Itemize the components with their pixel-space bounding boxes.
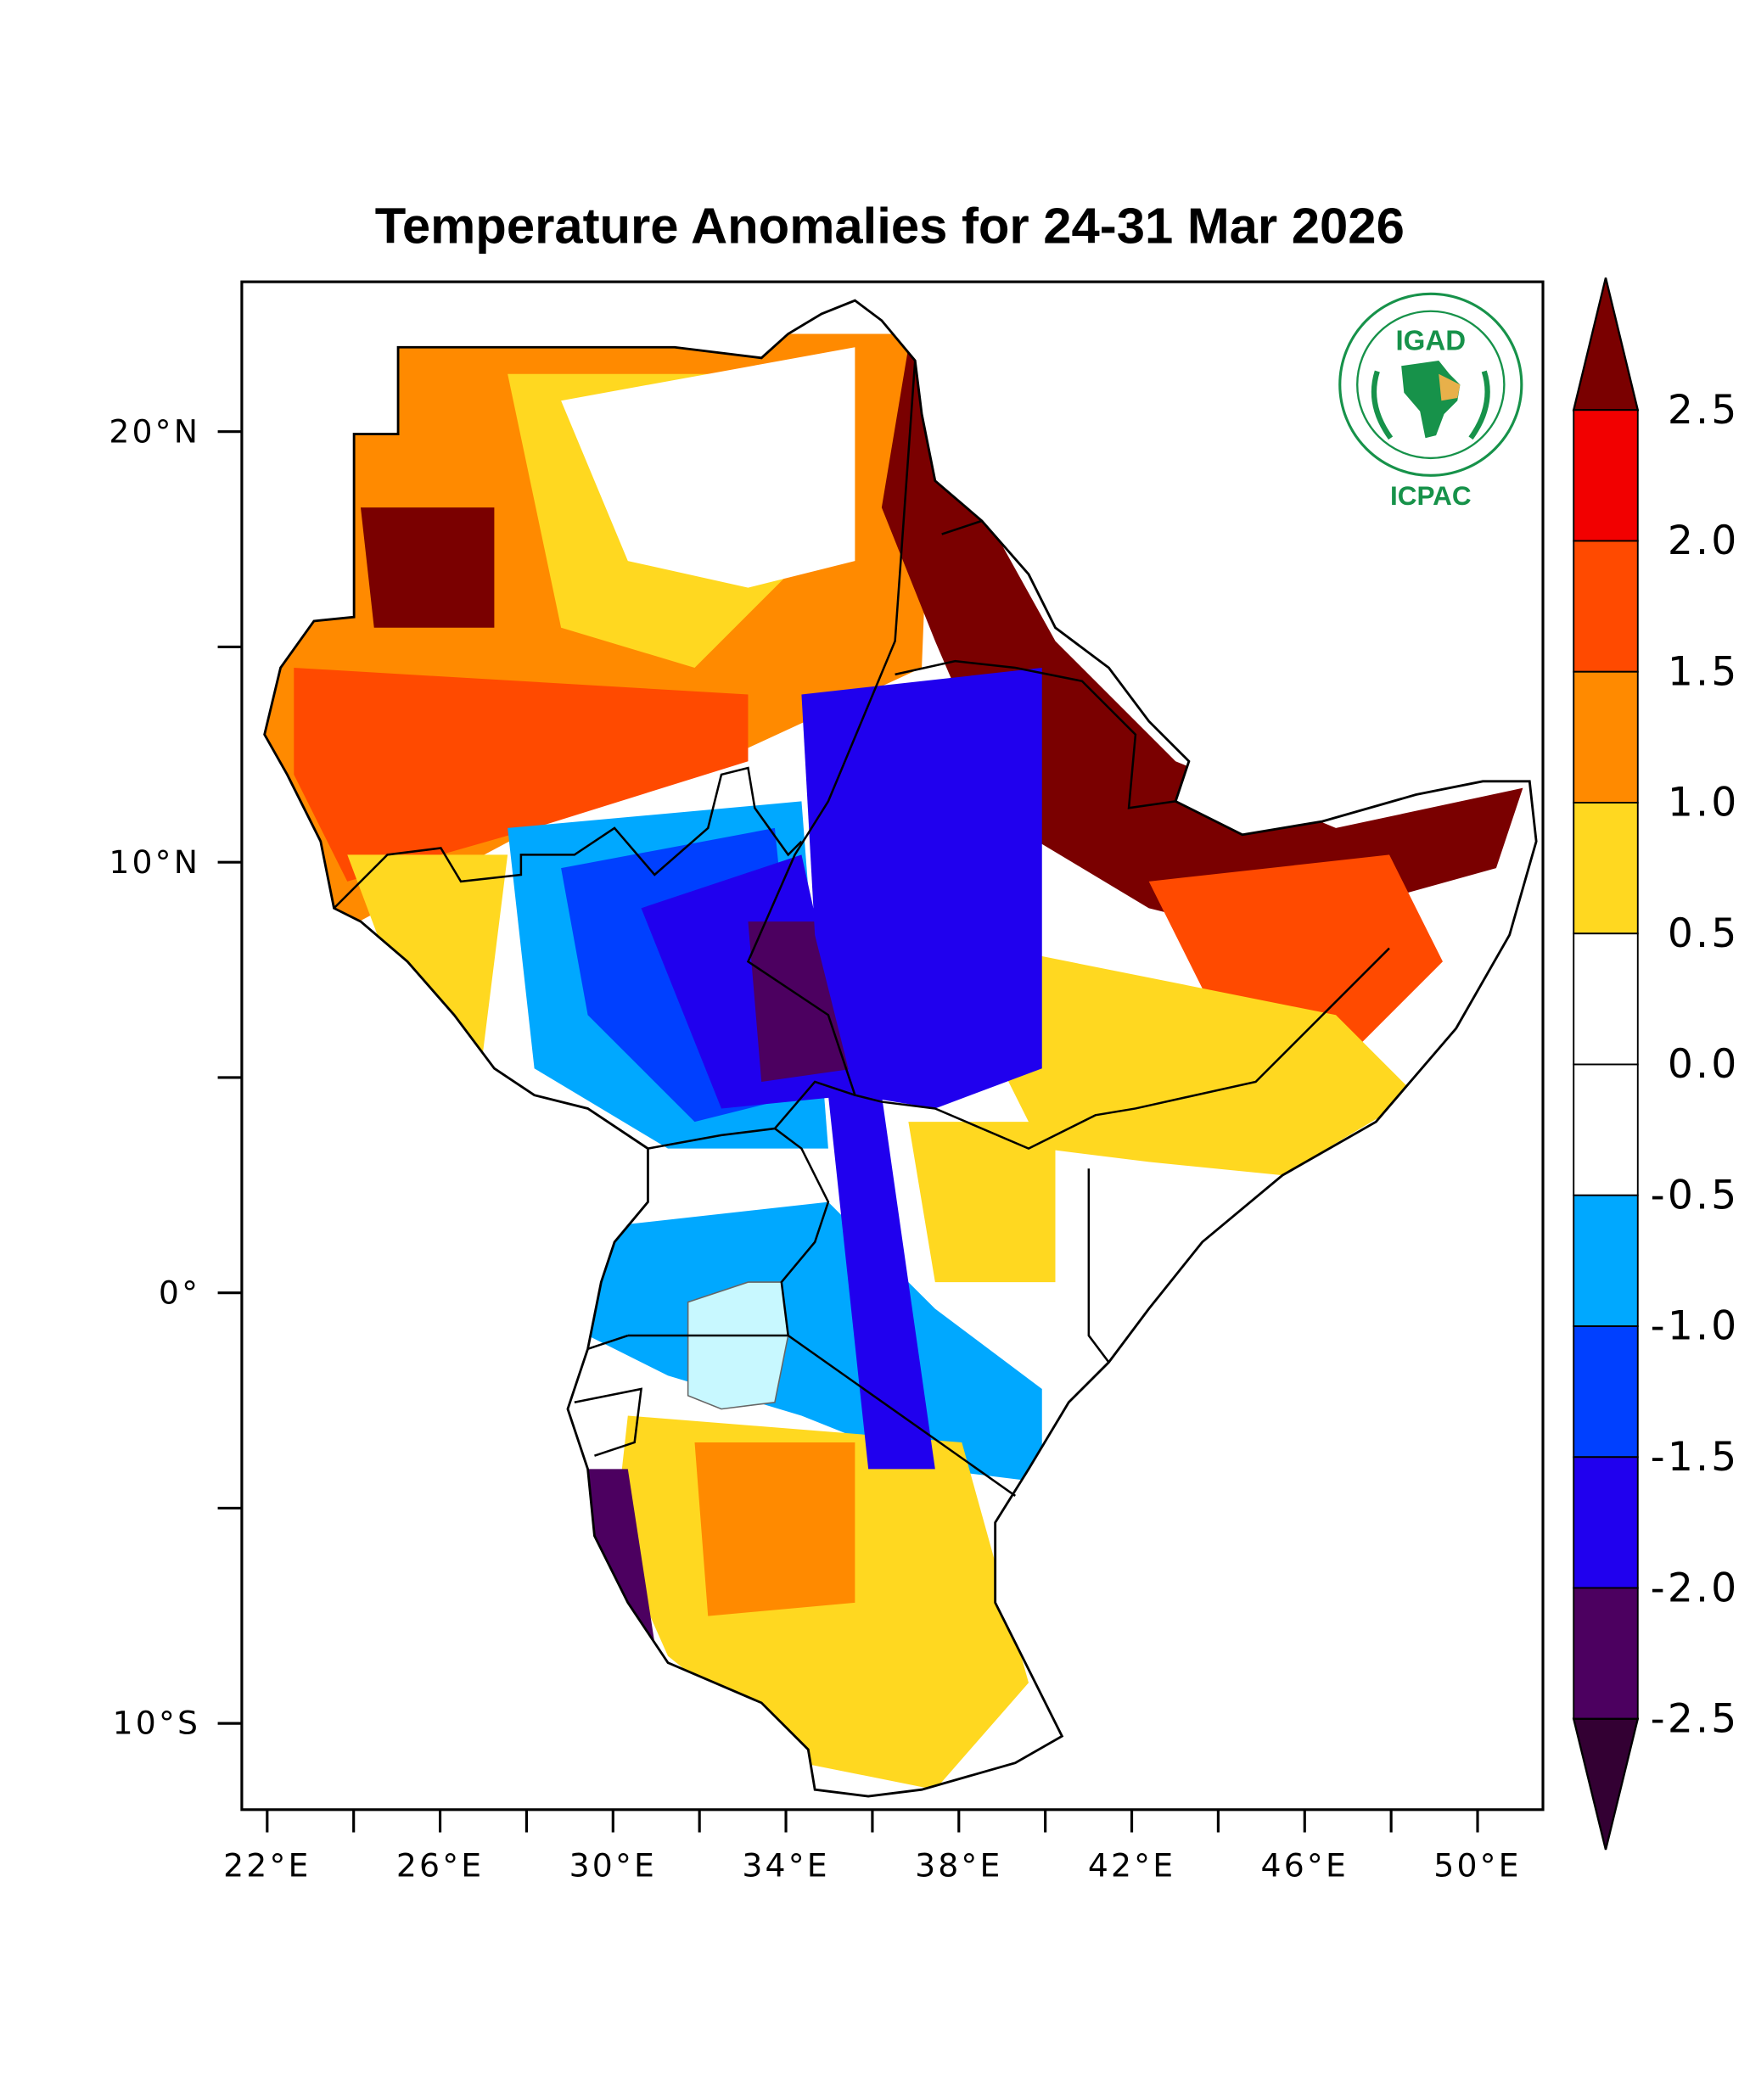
border-line xyxy=(746,360,1390,1151)
colorbar-bin xyxy=(1573,1587,1639,1720)
colorbar-label: 0.0 xyxy=(1668,1041,1740,1088)
y-tick-label: 0° xyxy=(159,1274,200,1311)
colorbar-label: 2.5 xyxy=(1668,387,1740,434)
colorbar-label: -1.5 xyxy=(1651,1434,1740,1481)
country-borders xyxy=(333,360,1390,1497)
colorbar-over-arrow xyxy=(1572,277,1640,412)
x-tick-label: 30°E xyxy=(569,1847,657,1884)
colorbar: 2.5 2.0 1.5 1.0 0.5 0.0 -0.5 -1.0 -1.5 -2.0 -2.5 xyxy=(1572,277,1740,1851)
x-tick-label: 26°E xyxy=(396,1847,484,1884)
logo-name: IGAD xyxy=(1395,325,1466,356)
colorbar-label: 1.5 xyxy=(1668,648,1740,695)
anomaly-patch xyxy=(347,854,508,1069)
x-tick-label: 46°E xyxy=(1261,1847,1349,1884)
y-axis: 20°N 10°N 0° 10°S xyxy=(109,412,242,1742)
anomaly-patch xyxy=(561,347,855,588)
colorbar-bin xyxy=(1573,1325,1639,1459)
colorbar-bin xyxy=(1573,1063,1639,1196)
colorbar-label: -2.0 xyxy=(1651,1565,1740,1611)
border-line xyxy=(574,1334,643,1457)
colorbar-label: 2.0 xyxy=(1668,518,1740,564)
colorbar-bin xyxy=(1573,932,1639,1066)
y-tick-label: 10°N xyxy=(109,843,200,881)
anomaly-patch xyxy=(694,1442,855,1616)
colorbar-under-arrow xyxy=(1572,1717,1640,1851)
anomaly-patch xyxy=(587,1201,1042,1483)
colorbar-bin xyxy=(1573,802,1639,935)
x-tick-label: 50°E xyxy=(1433,1847,1521,1884)
y-tick-label: 20°N xyxy=(109,412,200,450)
colorbar-label: -1.0 xyxy=(1651,1303,1740,1350)
anomaly-patch xyxy=(908,1122,1056,1283)
border-line xyxy=(774,1128,830,1336)
colorbar-label: -2.5 xyxy=(1651,1696,1740,1743)
chart-title: Temperature Anomalies for 24-31 Mar 2026 xyxy=(375,197,1405,254)
anomaly-field xyxy=(264,333,1523,1790)
anomaly-patch xyxy=(360,507,495,628)
anomaly-patch xyxy=(934,934,1416,1176)
anomaly-patch xyxy=(881,347,1523,935)
x-tick-label: 42°E xyxy=(1088,1847,1175,1884)
colorbar-bin xyxy=(1573,1456,1639,1589)
y-tick-label: 10°S xyxy=(113,1705,201,1742)
x-axis: 22°E 26°E 30°E 34°E 38°E 42°E 46°E 50°E xyxy=(223,1809,1521,1884)
colorbar-label: 0.5 xyxy=(1668,910,1740,957)
anomaly-patch xyxy=(294,668,749,882)
logo-caption: ICPAC xyxy=(1390,481,1472,511)
border-line xyxy=(895,659,1176,809)
x-tick-label: 38°E xyxy=(915,1847,1002,1884)
igad-logo: IGAD ICPAC xyxy=(1338,292,1523,511)
colorbar-label: 1.0 xyxy=(1668,780,1740,826)
colorbar-bin xyxy=(1573,1194,1639,1327)
map-area xyxy=(263,299,1538,1798)
border-line xyxy=(333,766,803,910)
colorbar-bin xyxy=(1573,540,1639,673)
colorbar-label: -0.5 xyxy=(1651,1172,1740,1218)
x-tick-label: 34°E xyxy=(742,1847,829,1884)
colorbar-bin xyxy=(1573,670,1639,804)
x-tick-label: 22°E xyxy=(223,1847,311,1884)
anomaly-patch xyxy=(801,668,1042,1109)
plot-frame xyxy=(240,280,1545,1812)
anomaly-patch xyxy=(827,1095,935,1470)
lake-victoria xyxy=(687,1281,789,1410)
border-line xyxy=(1087,1168,1110,1364)
region-outline xyxy=(263,299,1538,1798)
border-line xyxy=(941,519,983,535)
colorbar-bin xyxy=(1573,409,1639,542)
